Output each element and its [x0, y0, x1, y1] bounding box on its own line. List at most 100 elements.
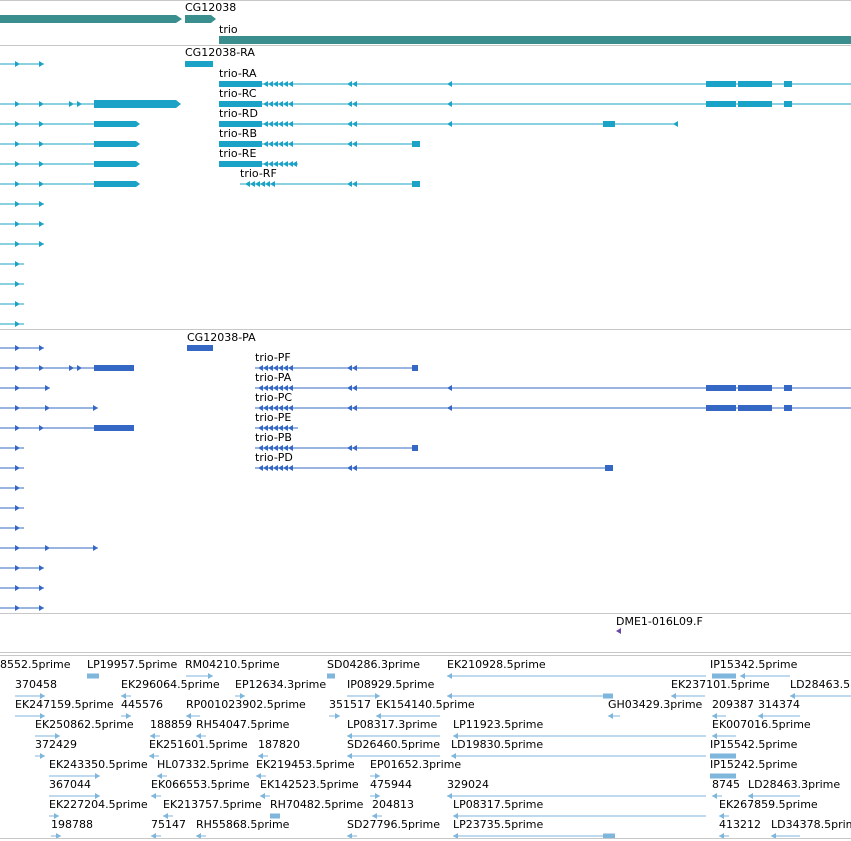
exon-block — [706, 101, 736, 107]
protein-label[interactable]: trio-PD — [255, 451, 293, 464]
strand-arrow-right — [15, 221, 20, 227]
est-label[interactable]: SD04286.3prime — [327, 658, 420, 671]
transcript-label[interactable]: trio-RC — [219, 87, 257, 100]
est-label[interactable]: SD27796.5prime — [347, 818, 440, 831]
strand-arrow-right — [15, 201, 20, 207]
est-label[interactable]: EK267859.5prime — [719, 798, 818, 811]
gene-label[interactable]: CG12038 — [185, 1, 237, 14]
est-label[interactable]: EK213757.5prime — [163, 798, 262, 811]
est-label[interactable]: LD28463.3prime — [748, 778, 841, 791]
est-label[interactable]: 445576 — [121, 698, 163, 711]
gene-label[interactable]: trio — [219, 23, 238, 36]
strand-arrow-right — [335, 713, 340, 719]
est-label[interactable]: 475944 — [370, 778, 412, 791]
est-label[interactable]: EP12634.3prime — [235, 678, 327, 691]
est-label[interactable]: 413212 — [719, 818, 761, 831]
strand-arrow-right — [15, 385, 20, 391]
est-label[interactable]: IP15542.5prime — [710, 738, 798, 751]
est-label[interactable]: EK251601.5prime — [149, 738, 248, 751]
est-label[interactable]: LP08317.3prime — [347, 718, 438, 731]
strand-arrow-left — [712, 713, 717, 719]
est-label[interactable]: IP15242.5prime — [710, 758, 798, 771]
est-label[interactable]: 8552.5prime — [0, 658, 71, 671]
protein-label[interactable]: CG12038-PA — [187, 331, 256, 344]
est-label[interactable]: EK227204.5prime — [49, 798, 148, 811]
est-label[interactable]: 329024 — [447, 778, 489, 791]
est-label[interactable]: EP01652.3prime — [370, 758, 462, 771]
est-label[interactable]: RP001023902.5prime — [186, 698, 306, 711]
strand-arrow-left — [278, 425, 283, 431]
protein-label[interactable]: trio-PC — [255, 391, 293, 404]
est-label[interactable]: LD19830.5prime — [451, 738, 544, 751]
est-label[interactable]: 75147 — [151, 818, 186, 831]
est-label[interactable]: EK142523.5prime — [260, 778, 359, 791]
est-label[interactable]: EK296064.5prime — [121, 678, 220, 691]
est-label[interactable]: EK154140.5prime — [376, 698, 475, 711]
transcript-label[interactable]: trio-RA — [219, 67, 257, 80]
est-label[interactable]: EK237101.5prime — [671, 678, 770, 691]
exon-block — [738, 81, 772, 87]
strand-arrow-left — [151, 793, 156, 799]
strand-arrow-right — [39, 565, 44, 571]
exon-block — [327, 673, 335, 679]
strand-arrow-left — [268, 465, 273, 471]
est-label[interactable]: 351517 — [329, 698, 371, 711]
est-label[interactable]: 198788 — [51, 818, 93, 831]
est-label[interactable]: EK219453.5prime — [256, 758, 355, 771]
est-label[interactable]: EK007016.5prime — [712, 718, 811, 731]
strand-arrow-right — [15, 525, 20, 531]
est-label[interactable]: GH03429.3prime — [608, 698, 703, 711]
est-label[interactable]: 8745 — [712, 778, 740, 791]
clone-label[interactable]: DME1-016L09.F — [616, 615, 703, 628]
est-label[interactable]: RH55868.5prime — [196, 818, 290, 831]
est-label[interactable]: RH54047.5prime — [196, 718, 290, 731]
strand-arrow-left — [273, 121, 278, 127]
strand-arrow-left — [258, 425, 263, 431]
est-label[interactable]: EK250862.5prime — [35, 718, 134, 731]
protein-label[interactable]: trio-PF — [255, 351, 291, 364]
transcript-label[interactable]: trio-RE — [219, 147, 257, 160]
est-label[interactable]: IP08929.5prime — [347, 678, 435, 691]
strand-arrow-left — [288, 465, 293, 471]
protein-label[interactable]: trio-PE — [255, 411, 292, 424]
transcript-label[interactable]: trio-RB — [219, 127, 257, 140]
strand-arrow-left — [347, 365, 352, 371]
est-label[interactable]: LP11923.5prime — [453, 718, 544, 731]
est-label[interactable]: EK210928.5prime — [447, 658, 546, 671]
est-label[interactable]: LP19957.5prime — [87, 658, 178, 671]
est-label[interactable]: EK066553.5prime — [151, 778, 250, 791]
protein-label[interactable]: trio-PA — [255, 371, 292, 384]
est-label[interactable]: 367044 — [49, 778, 91, 791]
est-label[interactable]: 188859 — [150, 718, 192, 731]
est-label[interactable]: EK243350.5prime — [49, 758, 148, 771]
est-label[interactable]: 204813 — [372, 798, 414, 811]
est-label[interactable]: RH70482.5prime — [270, 798, 364, 811]
est-label[interactable]: LP08317.5prime — [453, 798, 544, 811]
protein-label[interactable]: trio-PB — [255, 431, 292, 444]
est-label[interactable]: 314374 — [758, 698, 800, 711]
transcript-label[interactable]: trio-RF — [240, 167, 277, 180]
est-label[interactable]: 209387 — [712, 698, 754, 711]
strand-arrow-left — [347, 405, 352, 411]
strand-arrow-left — [453, 733, 458, 739]
strand-arrow-left — [740, 673, 745, 679]
transcript-label[interactable]: trio-RD — [219, 107, 258, 120]
transcript-label[interactable]: CG12038-RA — [185, 46, 255, 59]
strand-arrow-right — [39, 605, 44, 611]
est-label[interactable]: 187820 — [258, 738, 300, 751]
est-label[interactable]: 370458 — [15, 678, 57, 691]
strand-arrow-left — [278, 121, 283, 127]
est-label[interactable]: LP23735.5prime — [453, 818, 544, 831]
est-label[interactable]: SD26460.5prime — [347, 738, 440, 751]
strand-arrow-left — [347, 385, 352, 391]
est-label[interactable]: RM04210.5prime — [185, 658, 280, 671]
est-label[interactable]: EK247159.5prime — [15, 698, 114, 711]
strand-arrow-left — [347, 101, 352, 107]
est-label[interactable]: IP15342.5prime — [710, 658, 798, 671]
exon-block — [87, 673, 99, 679]
est-label[interactable]: LD34378.5prime — [771, 818, 851, 831]
exon-block — [412, 365, 418, 371]
est-label[interactable]: HL07332.5prime — [157, 758, 249, 771]
est-label[interactable]: 372429 — [35, 738, 77, 751]
est-label[interactable]: LD28463.5 — [790, 678, 851, 691]
